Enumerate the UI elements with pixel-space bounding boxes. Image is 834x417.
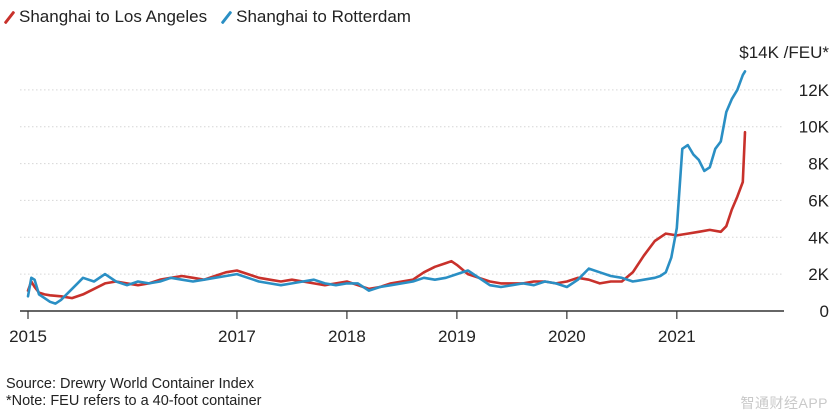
- series-line-rotterdam: [26, 70, 747, 305]
- x-tick-label: 2020: [548, 327, 586, 346]
- legend: Shanghai to Los Angeles Shanghai to Rott…: [3, 7, 411, 27]
- legend-label-rotterdam: Shanghai to Rotterdam: [236, 7, 411, 26]
- x-tick-label: 2017: [218, 327, 256, 346]
- y-tick-label: 8K: [808, 155, 829, 174]
- legend-item-los-angeles: Shanghai to Los Angeles: [3, 7, 208, 27]
- x-tick-label: 2015: [9, 327, 47, 346]
- y-tick-label: 6K: [808, 191, 829, 210]
- legend-label-los-angeles: Shanghai to Los Angeles: [19, 7, 208, 26]
- chart-notes: Source: Drewry World Container Index *No…: [6, 376, 262, 410]
- watermark: 智通财经APP: [740, 395, 828, 411]
- legend-item-rotterdam: Shanghai to Rotterdam: [220, 7, 411, 27]
- y-axis-unit-label: $14K /FEU*: [739, 43, 829, 62]
- x-tick-label: 2019: [438, 327, 476, 346]
- y-axis: 0 2K 4K 6K 8K 10K 12K: [799, 81, 830, 321]
- line-chart: 2015 2017 2018 2019 2020 2021 0 2K 4K 6K 8K 10K 12K…: [9, 43, 830, 346]
- source-note: Source: Drewry World Container Index: [6, 376, 254, 392]
- footnote: *Note: FEU refers to a 40-foot container: [6, 393, 262, 409]
- x-tick-label: 2021: [658, 327, 696, 346]
- x-axis: 2015 2017 2018 2019 2020 2021: [9, 311, 696, 346]
- y-tick-label: 4K: [808, 228, 829, 247]
- y-tick-label: 12K: [799, 81, 830, 100]
- series-lines: [26, 70, 747, 305]
- series-line-los-angeles: [26, 130, 747, 300]
- y-tick-label: 0: [820, 302, 829, 321]
- x-tick-label: 2018: [328, 327, 366, 346]
- y-tick-label: 10K: [799, 118, 830, 137]
- gridlines: [20, 89, 784, 312]
- y-tick-label: 2K: [808, 265, 829, 284]
